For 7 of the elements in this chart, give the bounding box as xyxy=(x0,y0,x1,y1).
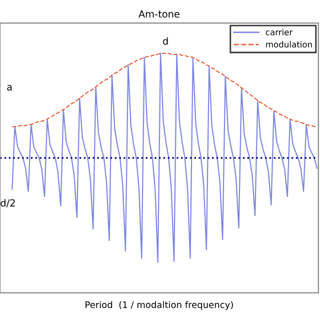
text: d xyxy=(163,37,168,45)
legend-label: modulation xyxy=(266,41,312,48)
annotation: d/2 xyxy=(0,199,15,208)
legend-label: carrier xyxy=(266,28,293,36)
annotation: a xyxy=(7,85,12,91)
x-axis-title: Period (1 / modaltion frequency) xyxy=(86,301,233,310)
chart-title: Am-tone xyxy=(138,10,180,18)
